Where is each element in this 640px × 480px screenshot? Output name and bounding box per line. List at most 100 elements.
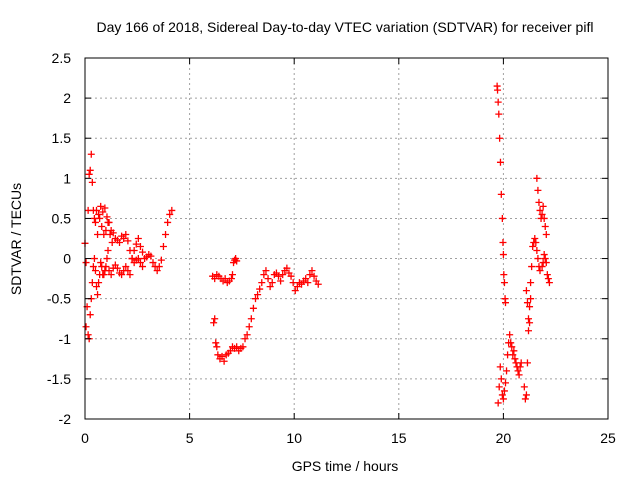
data-point xyxy=(534,255,542,263)
data-point xyxy=(239,343,247,351)
data-point xyxy=(522,287,530,295)
data-point xyxy=(128,255,136,263)
data-point xyxy=(134,235,142,242)
data-point xyxy=(153,267,161,275)
data-point xyxy=(221,275,229,283)
data-point xyxy=(266,283,274,291)
data-point xyxy=(262,267,270,275)
data-point xyxy=(275,272,283,280)
data-point xyxy=(101,204,109,212)
data-point xyxy=(122,263,130,271)
data-point xyxy=(540,214,548,222)
data-point xyxy=(523,359,531,367)
data-point xyxy=(532,239,540,247)
x-tick-label: 10 xyxy=(286,430,302,446)
x-axis-label: GPS time / hours xyxy=(292,458,399,474)
data-point xyxy=(134,255,142,263)
data-point xyxy=(499,239,507,247)
data-point xyxy=(139,248,147,256)
data-point xyxy=(260,271,268,279)
data-point xyxy=(82,323,90,331)
data-point xyxy=(501,379,509,387)
data-point xyxy=(136,243,144,251)
data-point xyxy=(534,186,542,194)
data-points xyxy=(81,82,553,407)
data-point xyxy=(283,264,291,272)
data-point xyxy=(258,279,266,287)
data-point xyxy=(539,202,547,210)
data-point xyxy=(162,230,170,238)
data-point xyxy=(136,259,144,267)
data-point xyxy=(497,375,505,383)
y-tick-labels: -2 -1.5 -1 -0.5 0 0.5 1 1.5 2 2.5 xyxy=(47,50,71,427)
y-tick-label: -0.5 xyxy=(47,291,71,307)
data-point xyxy=(103,213,111,221)
data-point xyxy=(517,359,525,367)
data-point xyxy=(213,343,221,351)
y-tick-label: 0 xyxy=(63,251,71,267)
data-point xyxy=(91,218,99,226)
data-point xyxy=(514,367,522,375)
data-point xyxy=(526,303,534,311)
data-point xyxy=(155,263,163,271)
data-point xyxy=(520,383,528,391)
data-point xyxy=(104,218,112,226)
data-point xyxy=(220,357,228,365)
data-point xyxy=(540,251,548,259)
data-point xyxy=(132,240,140,248)
data-point xyxy=(531,235,539,242)
data-point xyxy=(93,206,101,214)
axis-ticks xyxy=(84,57,609,420)
data-point xyxy=(538,263,546,271)
data-point xyxy=(509,351,517,359)
data-point xyxy=(522,391,530,399)
y-axis-label: SDTVAR / TECUs xyxy=(8,183,24,295)
data-point xyxy=(526,319,534,327)
data-point xyxy=(541,222,549,230)
data-point xyxy=(501,299,509,307)
data-point xyxy=(287,272,295,280)
data-point xyxy=(122,230,130,238)
data-point xyxy=(289,279,297,287)
y-tick-label: 2.5 xyxy=(52,50,72,66)
data-point xyxy=(226,347,234,355)
data-point xyxy=(104,247,112,255)
data-point xyxy=(157,256,165,264)
data-point xyxy=(541,255,549,263)
data-point xyxy=(164,218,172,226)
data-point xyxy=(109,229,117,237)
x-tick-labels: 0 5 10 15 20 25 xyxy=(81,430,616,446)
data-point xyxy=(94,230,102,238)
data-point xyxy=(510,347,518,355)
data-point xyxy=(139,263,147,271)
data-point xyxy=(118,271,126,279)
data-point xyxy=(86,311,94,319)
data-point xyxy=(124,267,132,275)
data-point xyxy=(535,198,543,206)
data-point xyxy=(102,263,110,271)
grid-lines xyxy=(85,58,608,419)
data-point xyxy=(304,279,312,287)
data-point xyxy=(536,206,544,214)
data-point xyxy=(496,158,504,166)
data-point xyxy=(527,279,535,287)
data-point xyxy=(228,271,236,279)
data-point xyxy=(249,304,257,312)
data-point xyxy=(211,275,219,283)
data-point xyxy=(94,291,102,299)
data-point xyxy=(87,150,95,158)
data-point xyxy=(500,387,508,395)
data-point xyxy=(515,371,523,379)
data-point xyxy=(506,331,514,339)
data-point xyxy=(495,110,503,118)
data-point xyxy=(95,210,103,218)
data-point xyxy=(103,255,111,263)
y-tick-label: -1 xyxy=(59,331,72,347)
data-point xyxy=(533,174,541,182)
y-tick-label: -2 xyxy=(59,411,72,427)
x-tick-label: 15 xyxy=(391,430,407,446)
data-point xyxy=(264,275,272,283)
data-point xyxy=(533,247,541,255)
data-point xyxy=(497,190,505,198)
data-point xyxy=(116,239,124,247)
